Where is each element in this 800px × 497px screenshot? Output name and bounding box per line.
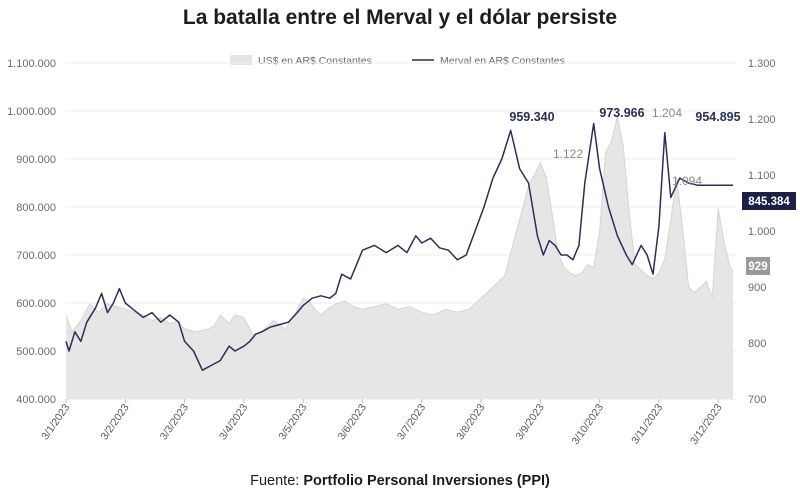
left-tick-label: 1.100.000 bbox=[7, 58, 56, 70]
x-tick-label: 3/11/2023 bbox=[629, 402, 665, 447]
right-axis: 700 800 900 1.000 1.100 1.200 1.300 bbox=[748, 58, 776, 406]
legend-usd-swatch bbox=[230, 55, 252, 65]
usd-peak-3-label: 1.094 bbox=[672, 174, 702, 188]
x-axis: 3/1/2023 3/2/2023 3/3/2023 3/4/2023 3/5/2023… bbox=[39, 399, 725, 447]
legend-usd-label: US$ en AR$ Constantes bbox=[258, 55, 372, 67]
usd-last-badge bbox=[746, 257, 770, 275]
usd-peak-2-label: 1.204 bbox=[652, 106, 682, 120]
left-axis: 400.000 500.000 600.000 700.000 800.000 900.0… bbox=[7, 58, 56, 406]
left-tick-label: 800.000 bbox=[16, 202, 56, 214]
left-tick-label: 600.000 bbox=[16, 298, 56, 310]
source-name: Portfolio Personal Inversiones (PPI) bbox=[303, 473, 550, 489]
usd-area bbox=[66, 116, 733, 400]
x-tick-label: 3/5/2023 bbox=[276, 402, 309, 442]
x-tick-label: 3/7/2023 bbox=[395, 402, 428, 442]
source-caption: Fuente: Portfolio Personal Inversiones (… bbox=[250, 473, 550, 489]
merval-peak-3-label: 954.895 bbox=[695, 110, 740, 124]
usd-peak-1-label: 1.122 bbox=[553, 147, 583, 161]
x-tick-label: 3/9/2023 bbox=[514, 402, 547, 442]
left-tick-label: 500.000 bbox=[16, 346, 56, 358]
left-tick-label: 900.000 bbox=[16, 154, 56, 166]
right-tick-label: 1.100 bbox=[748, 170, 776, 182]
x-tick-label: 3/10/2023 bbox=[569, 402, 606, 447]
right-tick-label: 1.300 bbox=[748, 58, 776, 70]
x-tick-label: 3/6/2023 bbox=[336, 402, 369, 442]
right-tick-label: 800 bbox=[748, 338, 766, 350]
source-prefix: Fuente: bbox=[250, 473, 303, 489]
usd-last-value: 929 bbox=[748, 261, 767, 273]
x-tick-label: 3/12/2023 bbox=[688, 402, 725, 447]
right-tick-label: 1.200 bbox=[748, 114, 776, 126]
x-tick-label: 3/1/2023 bbox=[39, 402, 72, 442]
merval-last-value: 845.384 bbox=[748, 196, 790, 208]
x-tick-label: 3/4/2023 bbox=[217, 402, 250, 442]
x-tick-label: 3/2/2023 bbox=[98, 402, 131, 442]
merval-peak-1-label: 959.340 bbox=[509, 110, 554, 124]
usd-line bbox=[65, 116, 734, 336]
left-tick-label: 700.000 bbox=[16, 250, 56, 262]
x-tick-label: 3/8/2023 bbox=[454, 402, 487, 442]
right-tick-label: 1.000 bbox=[748, 226, 776, 238]
merval-line bbox=[65, 122, 733, 371]
x-tick-label: 3/3/2023 bbox=[158, 402, 191, 442]
left-tick-label: 400.000 bbox=[16, 394, 56, 406]
merval-last-badge bbox=[742, 192, 796, 210]
right-tick-label: 700 bbox=[748, 394, 766, 406]
legend-merval-label: Merval en AR$ Constantes bbox=[440, 55, 565, 67]
chart-title: La batalla entre el Merval y el dólar pe… bbox=[183, 6, 617, 29]
right-tick-label: 900 bbox=[748, 282, 766, 294]
left-tick-label: 1.000.000 bbox=[7, 106, 56, 118]
merval-peak-2-label: 973.966 bbox=[599, 106, 644, 120]
